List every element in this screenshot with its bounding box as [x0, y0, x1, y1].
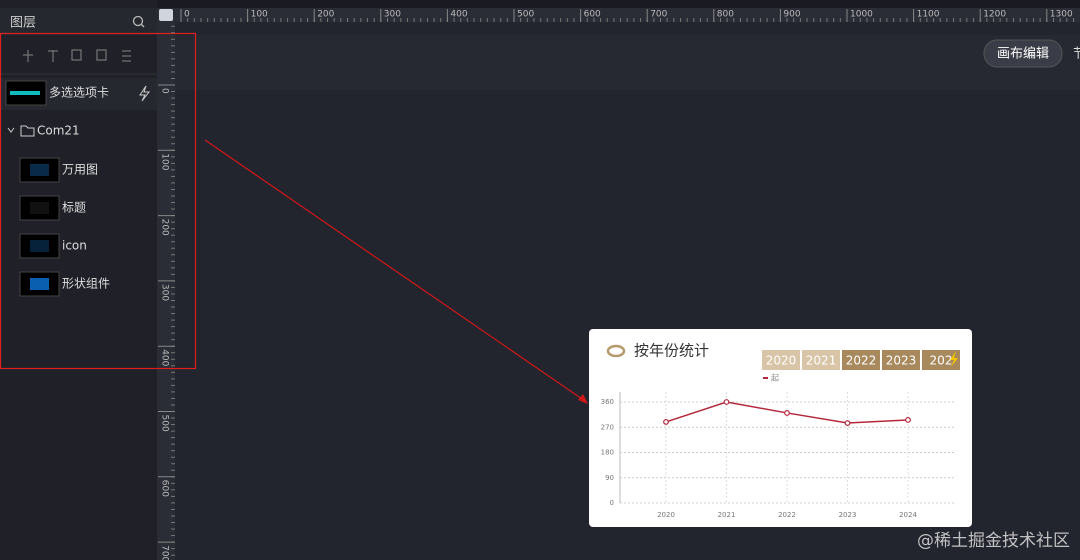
ruler-label: 600 [160, 480, 170, 497]
layer-tools[interactable] [23, 49, 131, 62]
point [663, 419, 669, 425]
layer-label: 形状组件 [62, 277, 110, 291]
panel-header [0, 8, 157, 35]
layer-label: 万用图 [62, 163, 98, 177]
y-ruler [157, 8, 175, 560]
expand-icon[interactable] [7, 127, 15, 133]
y-tick-label: 90 [605, 474, 614, 482]
ruler-label: 100 [160, 153, 170, 170]
button-label: 画布编辑 [997, 47, 1049, 62]
y-tick-label: 180 [601, 449, 614, 457]
thumbnail [10, 91, 40, 95]
ruler-label: 800 [717, 10, 734, 20]
thumbnail [30, 240, 49, 252]
thumbnail [30, 202, 49, 214]
y-tick-label: 0 [610, 499, 614, 507]
point [905, 417, 911, 423]
ruler-label: 900 [783, 10, 800, 20]
ruler-label: 700 [650, 10, 667, 20]
bolt-icon [950, 351, 958, 367]
x-tick-label: 2020 [657, 511, 675, 519]
thumbnail [30, 164, 49, 176]
toolbar [175, 35, 1080, 90]
ruler-label: 0 [160, 88, 170, 94]
legend-label: 起 [771, 374, 779, 383]
widget-icon [606, 344, 626, 358]
x-tick-label: 2022 [778, 511, 796, 519]
ruler-label: 500 [160, 415, 170, 432]
ruler-label: 400 [160, 349, 170, 366]
tab-label: 2020 [766, 354, 797, 368]
search-icon[interactable] [132, 15, 144, 27]
thumbnail [19, 271, 60, 297]
ruler-label: 1000 [850, 10, 873, 20]
year-tab[interactable] [882, 350, 920, 370]
folder-icon [20, 125, 35, 137]
tab-label: 202 [930, 354, 953, 368]
highlight-box [0, 32, 197, 370]
layer-label: 多选选项卡 [49, 86, 109, 100]
year-tab[interactable] [922, 350, 960, 370]
ruler-label: 700 [160, 545, 170, 560]
thumbnail [30, 278, 49, 290]
point [784, 410, 790, 416]
ruler-label: 200 [317, 10, 334, 20]
top-strip [157, 0, 1080, 8]
year-tab[interactable] [802, 350, 840, 370]
ruler-label: 100 [251, 10, 268, 20]
annotation-arrow [204, 139, 586, 402]
layer-label: icon [62, 239, 87, 253]
ruler-label: 300 [384, 10, 401, 20]
point [723, 399, 730, 405]
tab-label: 2023 [886, 354, 917, 368]
ruler-toggle[interactable] [159, 9, 173, 21]
canvas-edit-button[interactable] [983, 39, 1063, 68]
ruler-label: 400 [450, 10, 467, 20]
point [844, 420, 851, 426]
y-tick-label: 270 [601, 423, 614, 431]
ruler-label: 1200 [983, 10, 1006, 20]
x-tick-label: 2024 [899, 511, 917, 519]
x-tick-label: 2023 [839, 511, 857, 519]
ruler-label: 600 [584, 10, 601, 20]
search-icon [140, 23, 145, 28]
ruler-label: 1300 [1050, 10, 1073, 20]
watermark: @稀土掘金技术社区 [917, 531, 1070, 551]
x-tick-label: 2021 [718, 511, 736, 519]
layer-label: 标题 [62, 201, 86, 215]
partial-label: 节 [1073, 47, 1080, 62]
tab-label: 2022 [846, 354, 877, 368]
ruler-label: 1100 [917, 10, 940, 20]
tab-label: 2021 [806, 354, 837, 368]
bolt-icon [139, 85, 151, 102]
year-tab[interactable] [762, 350, 800, 370]
ruler-label: 300 [160, 284, 170, 301]
arrow-head [578, 394, 588, 404]
year-tab[interactable] [842, 350, 880, 370]
panel-title: 图层 [10, 16, 36, 31]
ruler-label: 200 [160, 219, 170, 236]
y-tick-label: 360 [601, 398, 614, 406]
ruler-label: 0 [184, 10, 190, 20]
thumbnail [19, 233, 60, 259]
ruler-label: 500 [517, 10, 534, 20]
group-label: Com21 [37, 124, 80, 138]
widget-title: 按年份统计 [634, 342, 709, 360]
